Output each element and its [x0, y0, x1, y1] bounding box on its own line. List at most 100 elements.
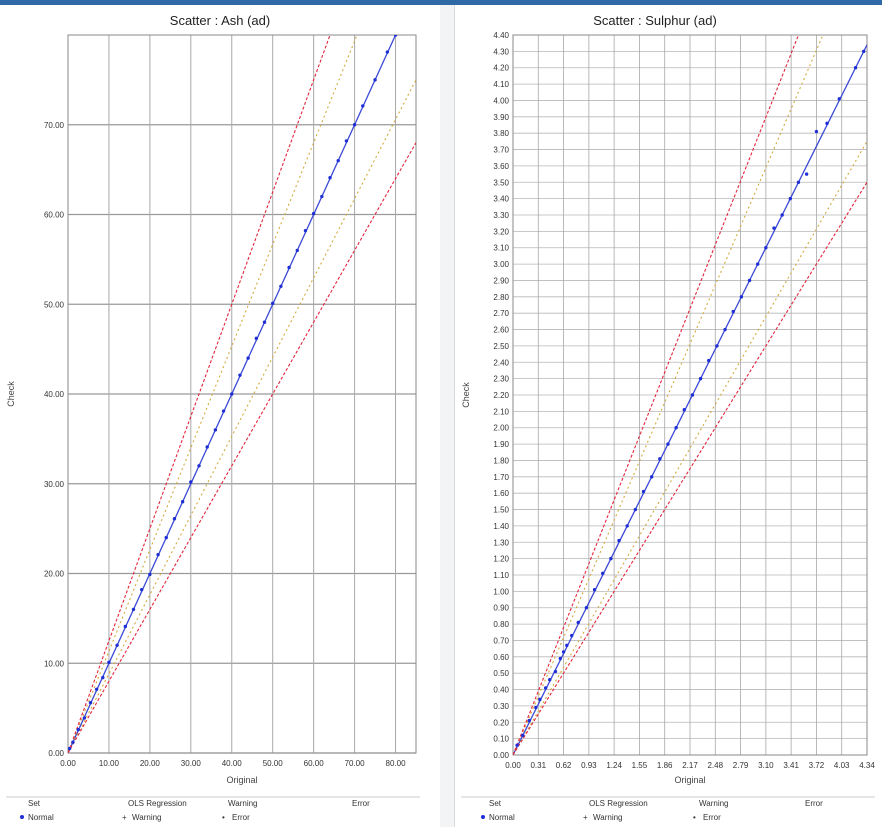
- x-tick-label: 0.00: [505, 761, 521, 770]
- chart-panel-sulphur: Scatter : Sulphur (ad) 0.00 0.10 0.20 0.30 0.…: [454, 5, 882, 827]
- data-point: [609, 556, 613, 561]
- x-tick-label: 30.00: [181, 759, 202, 768]
- y-tick-label: 50.00: [44, 300, 65, 309]
- data-point: [707, 358, 711, 363]
- data-point: [570, 633, 574, 638]
- y-tick-label: 3.80: [493, 129, 509, 138]
- x-tick-label: 80.00: [386, 759, 407, 768]
- data-point: [853, 66, 858, 70]
- y-tick-label: 30.00: [44, 480, 65, 489]
- y-tick-label: 40.00: [44, 390, 65, 399]
- y-tick-label: 3.60: [493, 162, 509, 171]
- data-point: [246, 356, 250, 360]
- data-point: [311, 211, 316, 216]
- legend-warning-header: Warning: [228, 799, 258, 808]
- data-point: [658, 457, 662, 461]
- x-tick-label: 1.55: [632, 761, 648, 770]
- data-point: [553, 669, 558, 674]
- y-tick-label: 3.40: [493, 195, 509, 204]
- data-point: [715, 344, 719, 348]
- y-tick-label: 4.00: [493, 96, 509, 105]
- data-point: [548, 678, 552, 682]
- y-tick-label: 2.80: [493, 293, 509, 302]
- data-point: [76, 727, 80, 732]
- data-point: [515, 743, 519, 747]
- x-tick-label: 1.24: [606, 761, 622, 770]
- y-tick-label: 1.00: [493, 587, 509, 596]
- error-line: [68, 142, 416, 753]
- y-tick-label: 4.40: [493, 31, 509, 40]
- legend-error-label: Error: [232, 813, 250, 822]
- legend-error-header: Error: [352, 799, 370, 808]
- y-tick-label: 3.50: [493, 178, 509, 187]
- y-tick-label: 1.70: [493, 473, 509, 482]
- x-tick-label: 4.34: [859, 761, 875, 770]
- y-tick-label: 0.70: [493, 636, 509, 645]
- legend-warning-marker: +: [583, 813, 588, 822]
- data-point: [68, 746, 72, 751]
- x-tick-label: 50.00: [263, 759, 284, 768]
- data-point: [561, 650, 566, 654]
- data-point: [625, 524, 629, 528]
- data-point: [796, 180, 801, 184]
- data-point: [172, 517, 177, 521]
- legend-error-header: Error: [805, 799, 823, 808]
- data-point: [344, 139, 349, 143]
- data-point: [633, 507, 638, 512]
- data-point: [320, 194, 324, 199]
- data-point: [361, 104, 365, 108]
- y-tick-label: 2.00: [493, 424, 509, 433]
- x-tick-label: 2.48: [707, 761, 723, 770]
- data-point: [825, 121, 829, 126]
- data-point: [814, 129, 819, 134]
- data-point: [674, 426, 678, 430]
- data-point: [756, 262, 760, 266]
- data-point: [303, 228, 308, 233]
- data-point: [71, 740, 75, 744]
- y-tick-label: 4.30: [493, 47, 509, 56]
- data-point: [139, 587, 144, 592]
- y-tick-label: 0.80: [493, 620, 509, 629]
- legend-ols-header: OLS Regression: [589, 799, 648, 808]
- legend-error-marker: •: [222, 813, 225, 822]
- y-axis-label: Check: [461, 382, 471, 408]
- plot-area: [68, 35, 416, 753]
- data-point: [649, 475, 654, 479]
- legend-normal-marker: [20, 815, 24, 819]
- legend-warning-marker: +: [122, 813, 127, 822]
- data-point: [101, 675, 105, 680]
- data-point: [262, 320, 267, 324]
- data-point: [156, 552, 160, 557]
- y-axis-label: Check: [6, 381, 16, 407]
- data-point: [527, 718, 532, 723]
- warning-line: [68, 35, 358, 753]
- chart-title: Scatter : Sulphur (ad): [593, 13, 717, 28]
- y-tick-label: 2.20: [493, 391, 509, 400]
- data-point: [94, 687, 99, 691]
- y-tick-label: 0.60: [493, 653, 509, 662]
- data-point: [373, 78, 377, 82]
- x-tick-label: 2.17: [682, 761, 698, 770]
- data-point: [584, 606, 589, 610]
- y-tick-label: 2.30: [493, 375, 509, 384]
- data-point: [739, 295, 744, 299]
- x-tick-label: 0.31: [530, 761, 546, 770]
- y-tick-label: 20.00: [44, 570, 65, 579]
- ash-scatter-chart: Scatter : Ash (ad) 0.00 10.00 20.00 30.00 40.…: [6, 13, 420, 822]
- data-point: [164, 535, 168, 540]
- x-tick-label: 0.93: [581, 761, 597, 770]
- y-tick-label: 3.70: [493, 146, 509, 155]
- data-point: [592, 588, 597, 592]
- x-tick-label: 3.10: [758, 761, 774, 770]
- x-axis-label: Original: [674, 775, 705, 785]
- x-tick-label: 20.00: [140, 759, 161, 768]
- data-point: [393, 35, 398, 37]
- legend-set-header: Set: [28, 799, 41, 808]
- y-tick-label: 0.90: [493, 604, 509, 613]
- y-tick-label: 0.10: [493, 735, 509, 744]
- y-tick-label: 1.20: [493, 555, 509, 564]
- data-point: [82, 716, 87, 720]
- legend-error-marker: •: [693, 813, 696, 822]
- y-tick-label: 2.40: [493, 358, 509, 367]
- plot-frame: [67, 34, 417, 754]
